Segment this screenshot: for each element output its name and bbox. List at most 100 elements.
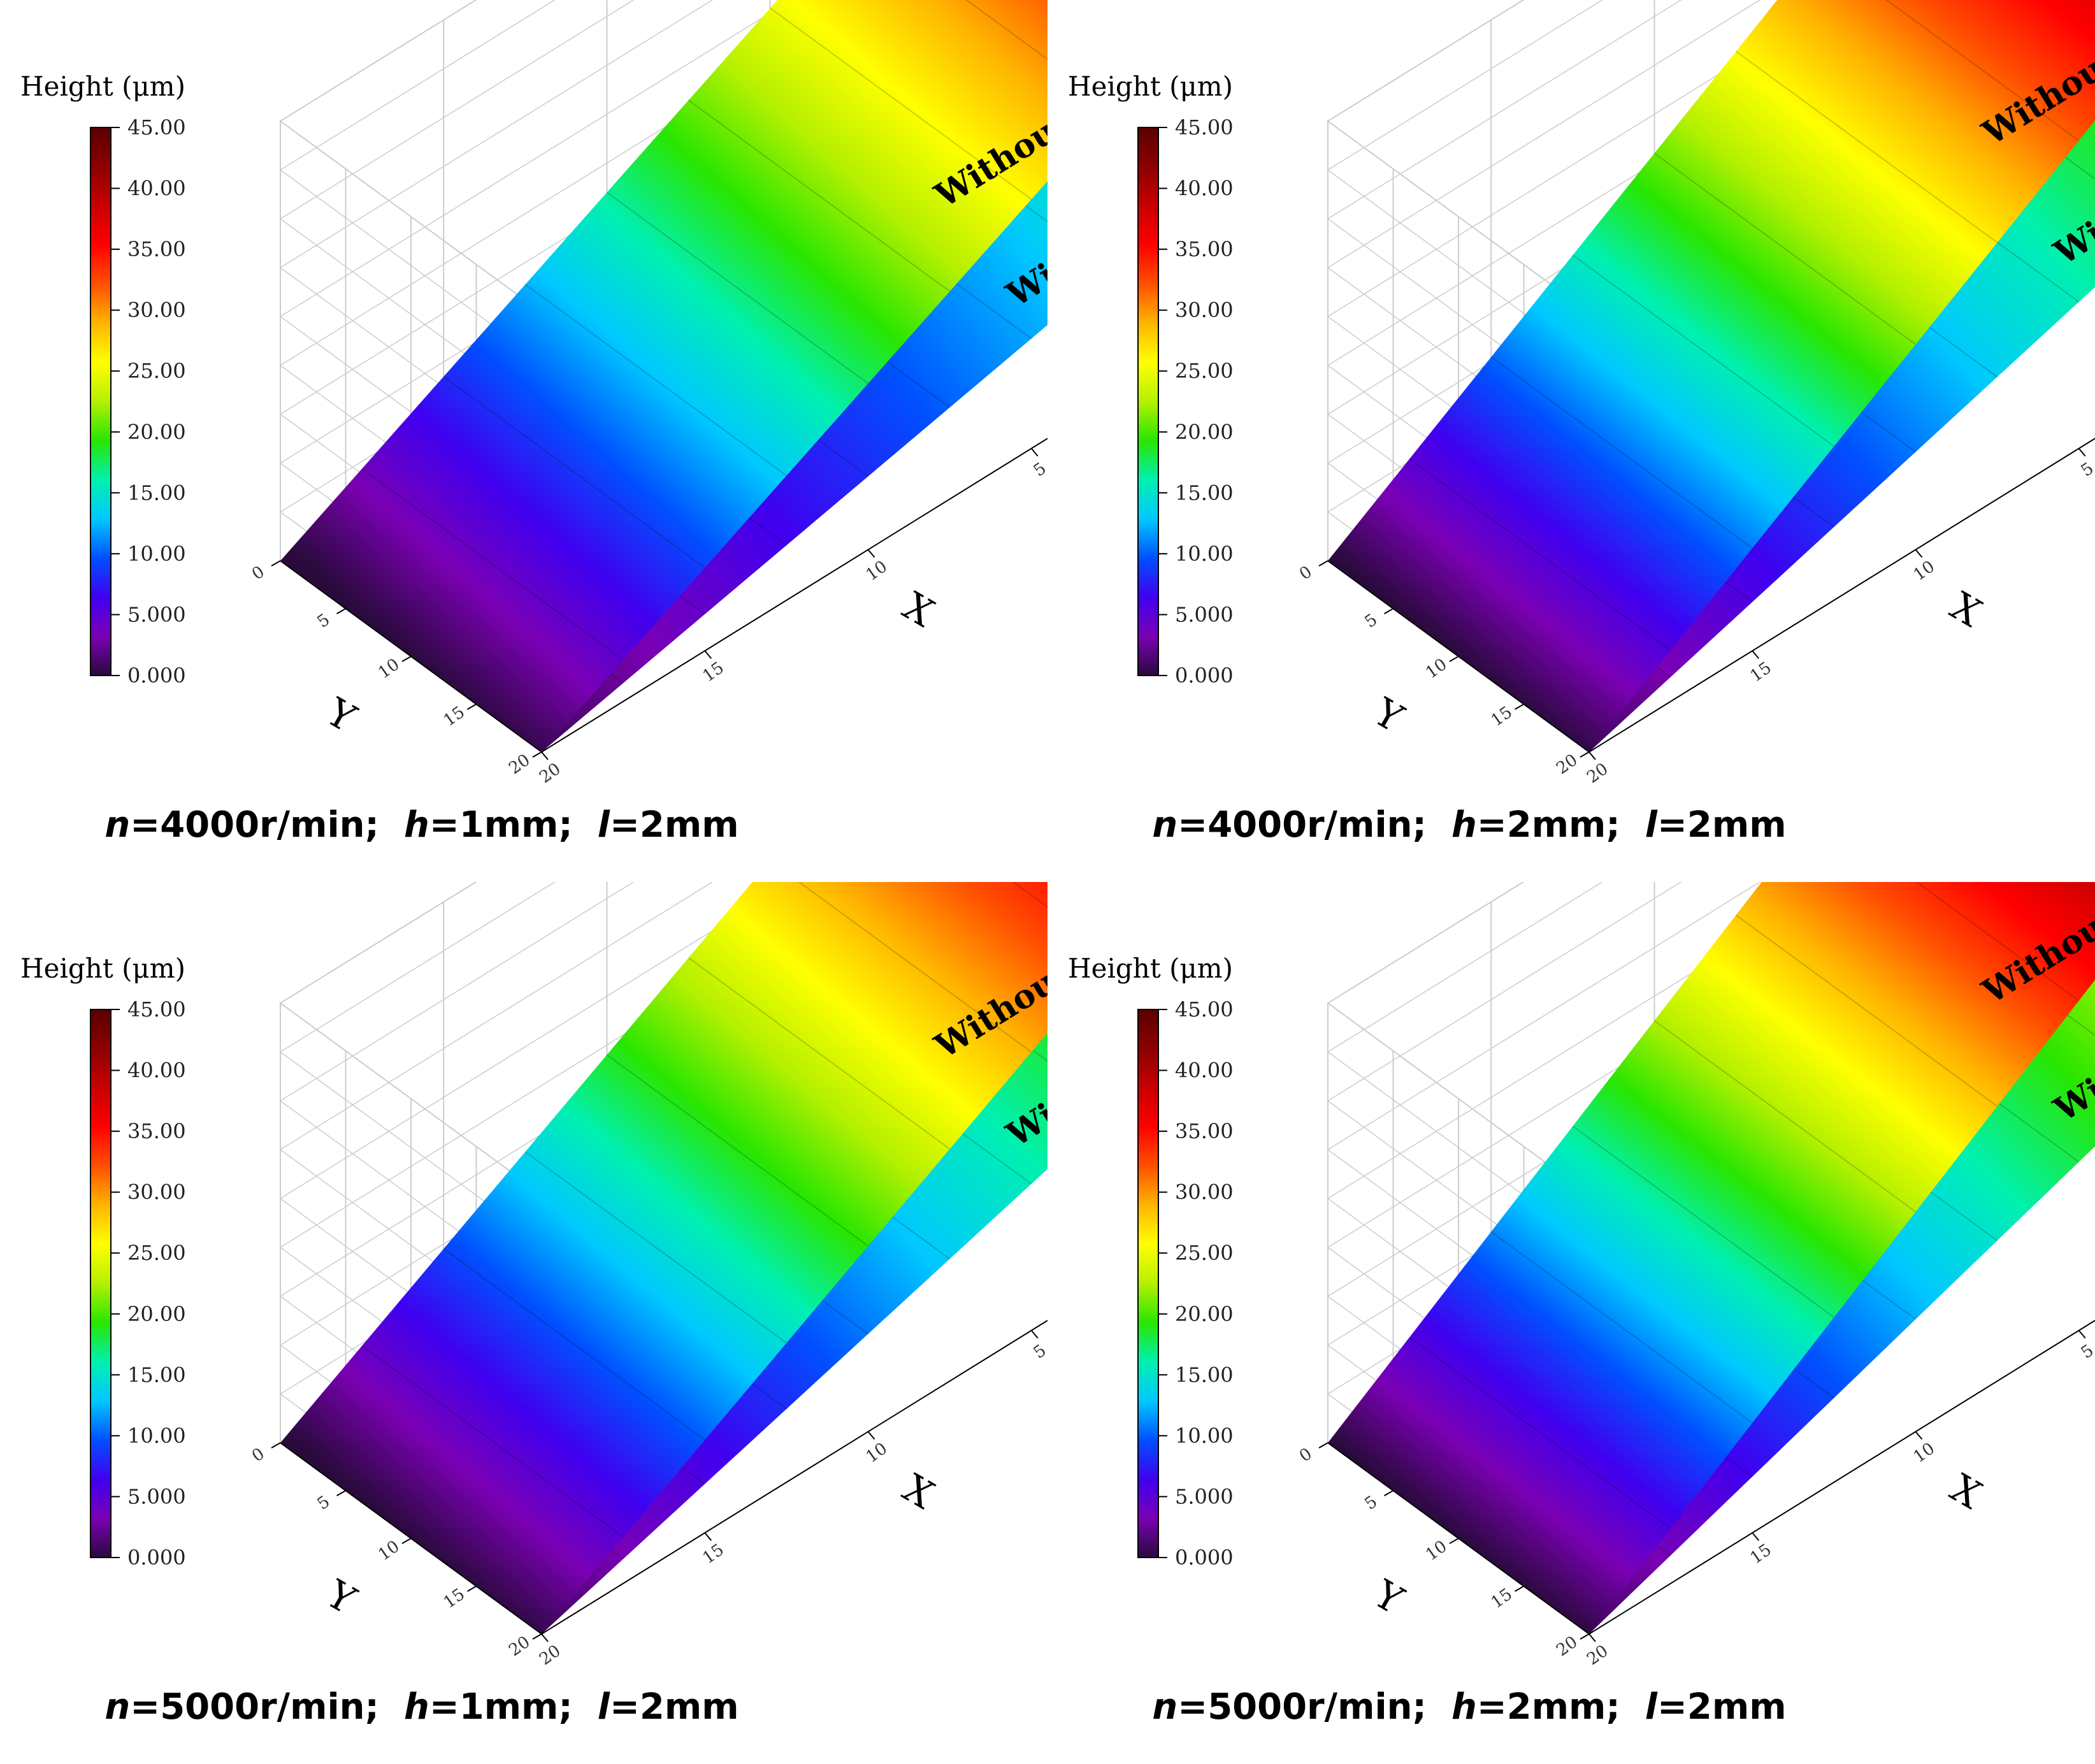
- colorbar-tick-label: 35.00: [1175, 1119, 1234, 1143]
- caption-n-value: =5000r/min;: [1177, 1686, 1427, 1728]
- caption-l-value: =2mm: [610, 804, 739, 846]
- colorbar-tick-label: 20.00: [127, 420, 186, 444]
- y-axis-label: Y: [318, 690, 363, 742]
- colorbar-tick-label: 40.00: [1175, 1059, 1234, 1083]
- y-tick-label: 20: [1553, 1633, 1581, 1661]
- caption-n-label: n: [1152, 1686, 1178, 1728]
- surface-chart: 0510152020151050051015202530354045YXZWit…: [1068, 0, 2095, 788]
- surface-without-ibc: [1328, 0, 2095, 752]
- caption-l-value: =2mm: [1657, 804, 1787, 846]
- colorbar-tick-label: 15.00: [1175, 481, 1234, 505]
- x-tick-label: 5: [1030, 1341, 1048, 1363]
- caption-h-value: =1mm;: [429, 1686, 573, 1728]
- colorbar-tick-label: 5.000: [127, 602, 186, 626]
- caption-h-value: =1mm;: [429, 804, 573, 846]
- colorbar-tick-label: 0.000: [127, 1545, 186, 1570]
- colorbar-tick-label: 40.00: [127, 1059, 186, 1083]
- x-axis-label: X: [895, 584, 941, 636]
- colorbar-tick-label: 0.000: [1175, 1545, 1234, 1570]
- colorbar-title: Height (μm): [20, 953, 185, 984]
- colorbar-tick-label: 35.00: [127, 237, 186, 261]
- y-tick-label: 15: [440, 1585, 468, 1613]
- colorbar-tick-label: 30.00: [127, 1180, 186, 1204]
- colorbar-gradient: [90, 127, 112, 676]
- caption-n-value: =5000r/min;: [130, 1686, 379, 1728]
- caption-l-label: l: [1645, 1686, 1657, 1728]
- surface-without-ibc: [280, 882, 1048, 1634]
- colorbar-tick-label: 45.00: [127, 115, 186, 140]
- colorbar: Height (μm) 0.000 5.000 10.00 15.00 20.00 25.0…: [1068, 71, 1234, 688]
- caption-l-label: l: [597, 1686, 610, 1728]
- colorbar: Height (μm) 0.000 5.000 10.00 15.00 20.00 25.0…: [20, 953, 186, 1570]
- x-tick-label: 10: [863, 557, 891, 585]
- colorbar-tick-label: 30.00: [1175, 1180, 1234, 1204]
- x-tick-label: 5: [2078, 459, 2095, 481]
- colorbar-tick-label: 30.00: [1175, 298, 1234, 322]
- y-tick-label: 5: [1362, 610, 1381, 632]
- chart-panel: 0510152020151050051015202530354045YXZWit…: [1048, 0, 2095, 882]
- y-tick-label: 15: [440, 703, 468, 731]
- x-axis-label: X: [1943, 584, 1989, 636]
- colorbar-tick-label: 20.00: [1175, 1302, 1234, 1326]
- colorbar-tick-label: 10.00: [127, 1424, 186, 1448]
- colorbar-title: Height (μm): [20, 71, 185, 102]
- colorbar-tick-label: 25.00: [127, 359, 186, 383]
- colorbar-tick-label: 25.00: [127, 1241, 186, 1265]
- colorbar-tick-label: 20.00: [1175, 420, 1234, 444]
- x-tick-label: 20: [536, 1642, 564, 1670]
- caption-n-value: =4000r/min;: [130, 804, 379, 846]
- colorbar-tick-label: 10.00: [127, 542, 186, 566]
- caption-h-label: h: [1451, 804, 1477, 846]
- caption-l-label: l: [1645, 804, 1657, 846]
- caption-h-value: =2mm;: [1476, 804, 1620, 846]
- y-tick-label: 15: [1488, 1585, 1516, 1613]
- chart-panel: 0510152020151050051015202530354045YXZWit…: [0, 882, 1048, 1764]
- y-tick-label: 10: [1422, 1537, 1450, 1565]
- colorbar-tick-label: 10.00: [1175, 542, 1234, 566]
- surface-without-ibc: [280, 0, 1048, 752]
- x-axis-label: X: [1943, 1466, 1989, 1518]
- colorbar-tick-label: 45.00: [1175, 997, 1234, 1022]
- x-tick-label: 15: [700, 658, 728, 686]
- colorbar-tick-label: 0.000: [1175, 663, 1234, 688]
- colorbar-tick-label: 45.00: [1175, 115, 1234, 140]
- contour-lines: [361, 882, 1048, 1538]
- x-tick-label: 5: [1030, 459, 1048, 481]
- y-tick-label: 0: [248, 562, 268, 584]
- colorbar-tick-label: 0.000: [127, 663, 186, 688]
- colorbar-tick-label: 35.00: [1175, 237, 1234, 261]
- colorbar-tick-label: 40.00: [127, 177, 186, 201]
- colorbar-tick-label: 40.00: [1175, 177, 1234, 201]
- colorbar-tick-label: 45.00: [127, 997, 186, 1022]
- colorbar-tick-label: 15.00: [1175, 1363, 1234, 1387]
- chart-panel: 0510152020151050051015202530354045YXZWit…: [1048, 882, 2095, 1764]
- contour-lines: [1409, 0, 2080, 651]
- caption-h-label: h: [403, 804, 429, 846]
- y-tick-label: 10: [375, 655, 403, 683]
- colorbar-gradient: [1137, 1009, 1159, 1558]
- x-tick-label: 10: [1910, 557, 1938, 585]
- colorbar: Height (μm) 0.000 5.000 10.00 15.00 20.00 25.0…: [1068, 953, 1234, 1570]
- y-tick-label: 0: [248, 1444, 268, 1466]
- colorbar-tick-label: 5.000: [1175, 1484, 1234, 1508]
- y-tick-label: 20: [505, 751, 533, 779]
- y-axis-label: Y: [1365, 690, 1411, 742]
- surface-chart: 0510152020151050051015202530354045YXZWit…: [20, 0, 1048, 787]
- caption-n-value: =4000r/min;: [1177, 804, 1427, 846]
- surface-chart: 0510152020151050051015202530354045YXZWit…: [20, 882, 1048, 1670]
- caption-l-value: =2mm: [1657, 1686, 1787, 1728]
- x-tick-label: 5: [2078, 1341, 2095, 1363]
- caption-l-label: l: [597, 804, 610, 846]
- x-tick-label: 15: [1747, 1540, 1775, 1568]
- caption-h-label: h: [1451, 1686, 1477, 1728]
- colorbar: Height (μm) 0.000 5.000 10.00 15.00 20.00 25.0…: [20, 71, 186, 688]
- y-tick-label: 20: [1553, 751, 1581, 779]
- y-tick-label: 20: [505, 1633, 533, 1661]
- colorbar-tick-label: 25.00: [1175, 1241, 1234, 1265]
- caption-n-label: n: [104, 804, 131, 846]
- colorbar-tick-label: 10.00: [1175, 1424, 1234, 1448]
- y-tick-label: 0: [1296, 1444, 1316, 1466]
- x-tick-label: 20: [1583, 760, 1611, 788]
- y-tick-label: 5: [1362, 1492, 1381, 1514]
